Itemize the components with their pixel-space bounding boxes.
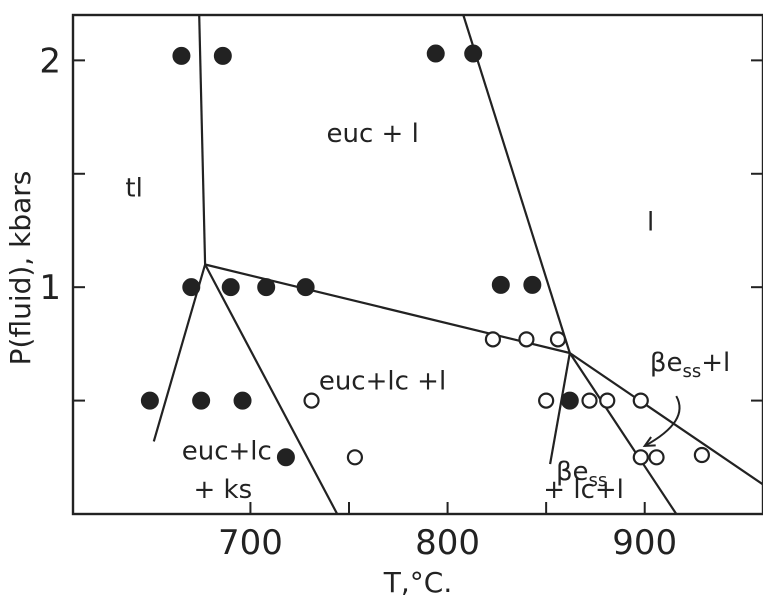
- filled-point-5: [221, 278, 240, 297]
- arrow-0: [644, 395, 681, 447]
- phase-boundary-7: [568, 352, 678, 515]
- open-point-7: [632, 392, 649, 409]
- filled-point-0: [172, 46, 191, 65]
- region-label-2: l: [647, 207, 654, 237]
- region-label-0: tl: [125, 173, 142, 203]
- x-tick-label-800: 800: [415, 523, 480, 563]
- open-point-3: [303, 392, 320, 409]
- phase-boundary-5: [569, 352, 763, 486]
- x-axis-title: T,°C.: [383, 566, 452, 599]
- filled-point-6: [257, 278, 276, 297]
- region-label-4: euc+lc: [182, 437, 272, 467]
- open-point-1: [518, 331, 535, 348]
- open-point-6: [599, 392, 616, 409]
- region-label-1: euc + l: [327, 119, 419, 149]
- annotations: [642, 395, 681, 448]
- filled-point-2: [426, 44, 445, 63]
- open-point-8: [346, 449, 364, 466]
- filled-point-8: [491, 275, 510, 294]
- x-tick-label-900: 900: [612, 523, 677, 563]
- filled-point-3: [464, 44, 483, 63]
- y-tick-label-2: 2: [39, 41, 61, 81]
- phase-boundary-2: [204, 263, 571, 355]
- filled-point-4: [182, 278, 201, 297]
- open-point-9: [632, 449, 649, 466]
- region-label-6: βess+l: [650, 348, 730, 382]
- x-tick-label-700: 700: [218, 523, 283, 563]
- region-label-3: euc+lc +l: [319, 366, 446, 396]
- open-point-11: [693, 446, 710, 464]
- open-point-0: [484, 331, 502, 348]
- region-labels: tl euc + l l euc+lc +l euc+lc + ks βess+l βess+…: [125, 119, 730, 505]
- region-label-8: + lc+l: [543, 475, 624, 505]
- y-tick-label-1: 1: [39, 268, 61, 308]
- region-label-5: + ks: [194, 475, 253, 505]
- filled-point-1: [213, 46, 232, 65]
- phase-boundary-4: [462, 14, 571, 354]
- phase-boundary-0: [198, 14, 207, 265]
- y-axis-title: P(fluid), kbars: [4, 171, 37, 366]
- filled-point-10: [140, 391, 159, 410]
- filled-point-13: [560, 391, 579, 410]
- open-point-5: [581, 392, 598, 409]
- open-point-2: [549, 331, 567, 348]
- data-points: [140, 44, 710, 467]
- plot-frame: [71, 13, 763, 516]
- region-label-7: βess: [556, 457, 607, 491]
- filled-point-7: [296, 278, 315, 297]
- filled-point-14: [276, 448, 295, 467]
- filled-point-9: [523, 275, 542, 294]
- phase-boundary-6: [549, 352, 571, 465]
- phase-boundary-3: [204, 263, 339, 515]
- filled-point-11: [192, 391, 211, 410]
- arrowhead-0: [642, 436, 656, 448]
- filled-point-12: [233, 391, 252, 410]
- axis-ticks: 700 800 900 1 2: [39, 41, 763, 563]
- open-point-4: [538, 392, 555, 409]
- open-point-10: [648, 449, 665, 466]
